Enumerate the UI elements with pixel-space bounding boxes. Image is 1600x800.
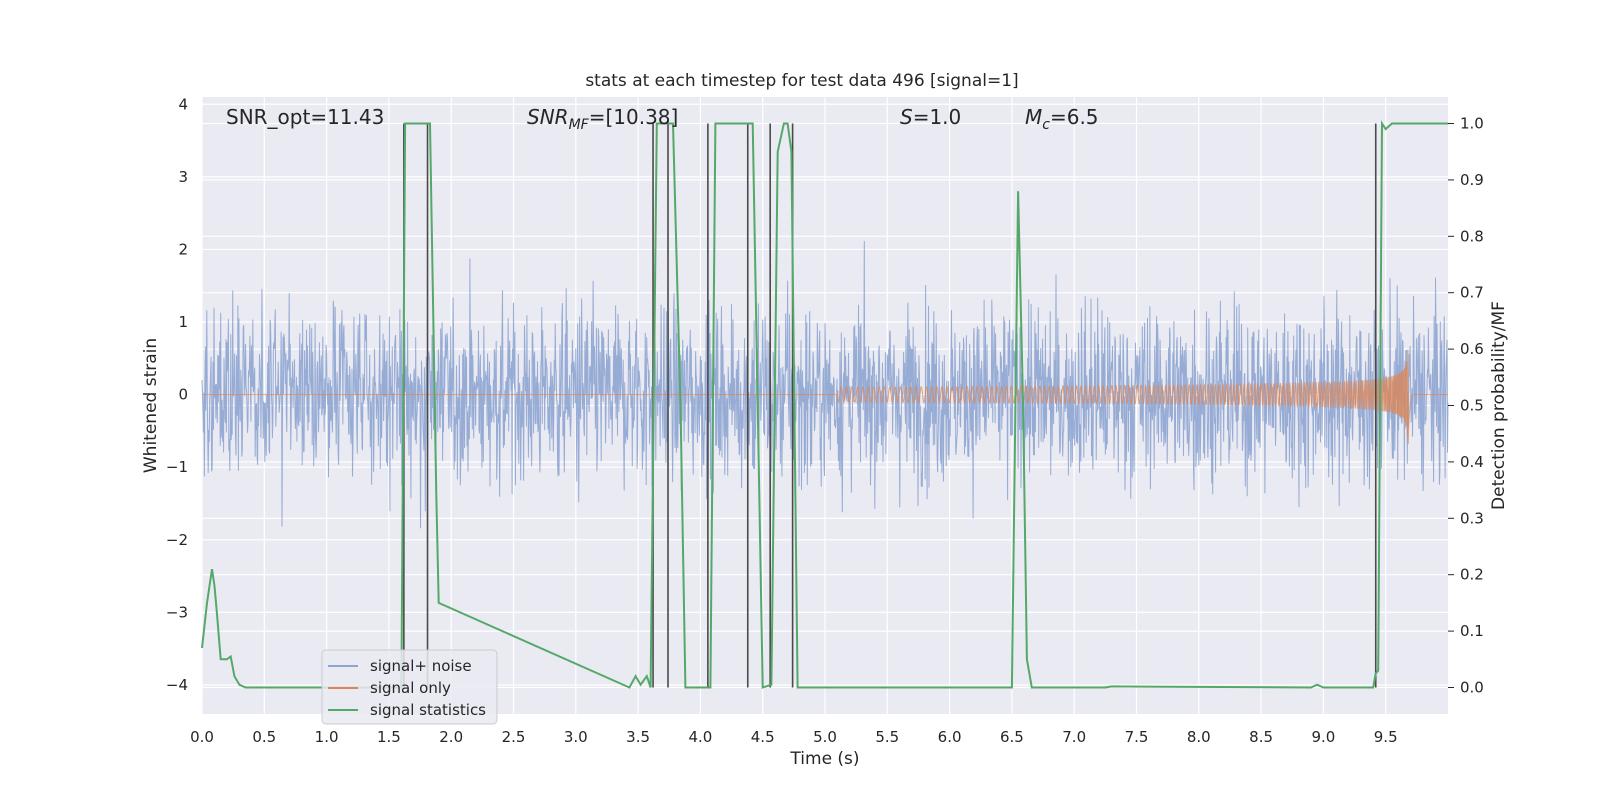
y2-tick-label: 0.8 <box>1460 227 1484 245</box>
x-tick-label: 5.5 <box>875 728 899 746</box>
x-tick-label: 9.5 <box>1374 728 1398 746</box>
y-tick-label: 1 <box>178 313 188 331</box>
y-tick-label: −4 <box>166 676 188 694</box>
y-tick-label: −2 <box>166 531 188 549</box>
y2-tick-label: 0.9 <box>1460 171 1484 189</box>
x-tick-label: 4.0 <box>688 728 712 746</box>
y-tick-label: 3 <box>178 168 188 186</box>
legend: signal+ noise signal only signal statistic… <box>321 649 498 725</box>
y-tick-label: 0 <box>178 386 188 404</box>
y-tick-label: −3 <box>166 603 188 621</box>
annotation-text: SNR_opt=11.43 <box>226 105 384 129</box>
series-signal-noise <box>201 240 1449 529</box>
x-tick-label: 7.5 <box>1125 728 1149 746</box>
y-tick-label: 4 <box>178 95 188 113</box>
y-axis-ticks: 4 3 2 1 0 −1 −2 −3 −4 <box>166 95 188 694</box>
series-signal-statistics <box>201 120 1448 689</box>
x-tick-label: 7.0 <box>1062 728 1086 746</box>
annotation-text: =[10.38] <box>589 105 679 129</box>
y2-tick-label: 0.1 <box>1460 622 1484 640</box>
x-tick-label: 0.5 <box>252 728 276 746</box>
y2-tick-label: 0.6 <box>1460 340 1484 358</box>
x-tick-label: 8.5 <box>1249 728 1273 746</box>
noise-line <box>201 240 1449 529</box>
chirp-line <box>202 349 1448 445</box>
chart-title: stats at each timestep for test data 496… <box>585 71 1018 91</box>
x-tick-label: 9.0 <box>1311 728 1335 746</box>
legend-box <box>321 649 498 725</box>
y2-tick-label: 0.0 <box>1460 678 1484 696</box>
y2-axis-label: Detection probability/MF <box>1489 301 1509 510</box>
annotation-symbol: S <box>900 105 913 129</box>
grid-lines <box>201 97 1448 714</box>
series-signal-only <box>202 349 1448 445</box>
legend-label: signal statistics <box>370 701 486 719</box>
annotation-subscript: MF <box>569 117 590 133</box>
annotation: SNR_opt=11.43 <box>226 105 384 129</box>
x-tick-label: 1.0 <box>315 728 339 746</box>
y2-tick-label: 0.3 <box>1460 509 1484 527</box>
y2-tick-label: 1.0 <box>1460 115 1484 133</box>
y-tick-label: −1 <box>166 458 188 476</box>
y2-tick-label: 0.4 <box>1460 453 1484 471</box>
y-tick-label: 2 <box>178 240 188 258</box>
x-tick-label: 8.0 <box>1187 728 1211 746</box>
annotation: S=1.0 <box>900 105 961 129</box>
annotation-text: =1.0 <box>913 105 962 129</box>
annotation-symbol: SNR <box>527 105 569 129</box>
annotations: SNR_opt=11.43 SNRMF=[10.38] S=1.0 Mc=6.5 <box>226 105 1099 133</box>
annotation-text: =6.5 <box>1050 105 1099 129</box>
annotation: SNRMF=[10.38] <box>527 105 678 133</box>
x-tick-label: 6.0 <box>938 728 962 746</box>
y2-tick-label: 0.7 <box>1460 284 1484 302</box>
x-tick-label: 6.5 <box>1000 728 1024 746</box>
annotation-subscript: c <box>1042 117 1050 133</box>
x-tick-label: 2.0 <box>439 728 463 746</box>
x-tick-label: 2.5 <box>502 728 526 746</box>
legend-label: signal+ noise <box>370 657 472 675</box>
x-axis-label: Time (s) <box>789 749 859 769</box>
y2-tick-label: 0.5 <box>1460 397 1484 415</box>
annotation: Mc=6.5 <box>1025 105 1099 133</box>
statistics-line <box>201 120 1448 689</box>
x-tick-label: 5.0 <box>813 728 837 746</box>
legend-label: signal only <box>370 679 451 697</box>
y2-tick-label: 0.2 <box>1460 566 1484 584</box>
x-tick-label: 0.0 <box>190 728 214 746</box>
x-tick-label: 3.0 <box>564 728 588 746</box>
x-axis-ticks: 0.0 0.5 1.0 1.5 2.0 2.5 3.0 3.5 4.0 4.5 5.0 5.5 6.0 6… <box>190 728 1398 746</box>
x-tick-label: 3.5 <box>626 728 650 746</box>
y2-axis-ticks: 1.0 0.9 0.8 0.7 0.6 0.5 0.4 0.3 0.2 0.1 0.0 <box>1448 115 1484 696</box>
annotation-symbol: M <box>1025 105 1042 129</box>
x-tick-label: 4.5 <box>751 728 775 746</box>
y-axis-label: Whitened strain <box>141 338 161 473</box>
x-tick-label: 1.5 <box>377 728 401 746</box>
